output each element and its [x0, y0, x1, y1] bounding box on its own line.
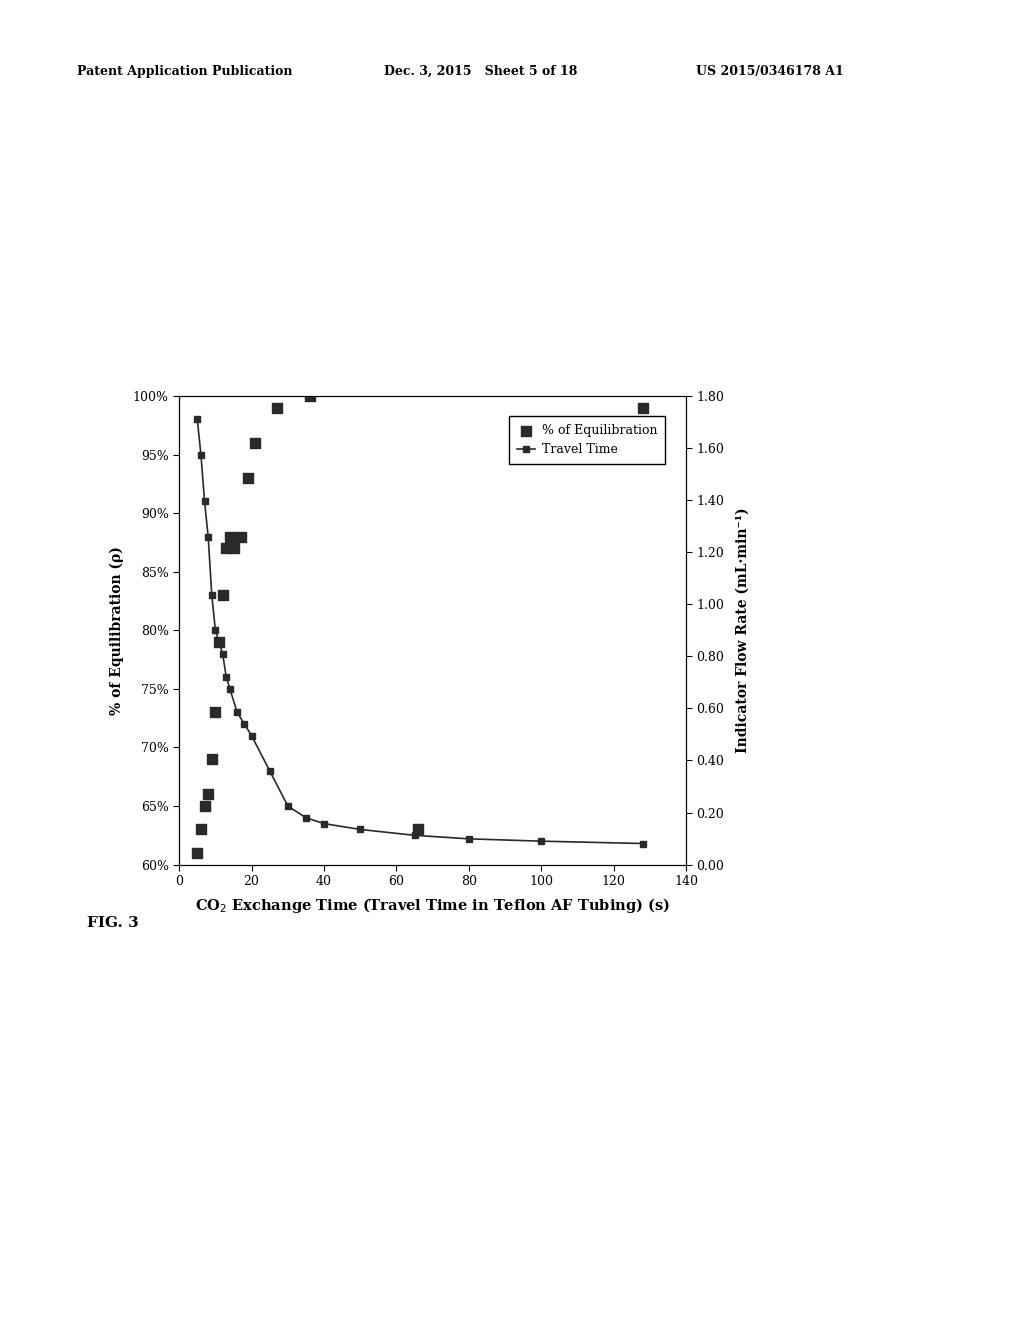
% of Equilibration — [301, 385, 317, 407]
% of Equilibration — [232, 527, 249, 548]
Y-axis label: % of Equilibration (ρ): % of Equilibration (ρ) — [110, 546, 125, 714]
% of Equilibration — [240, 467, 256, 488]
% of Equilibration — [207, 702, 223, 723]
Text: Patent Application Publication: Patent Application Publication — [77, 65, 292, 78]
Line: Travel Time: Travel Time — [195, 417, 645, 846]
Travel Time — [202, 529, 214, 545]
Travel Time — [463, 830, 475, 846]
Travel Time — [216, 645, 228, 661]
% of Equilibration — [635, 397, 651, 418]
% of Equilibration — [204, 748, 220, 770]
Travel Time — [191, 412, 204, 428]
% of Equilibration — [247, 433, 263, 454]
Travel Time — [354, 821, 367, 837]
% of Equilibration — [221, 527, 238, 548]
% of Equilibration — [410, 818, 426, 840]
Travel Time — [409, 828, 421, 843]
% of Equilibration — [193, 818, 209, 840]
% of Equilibration — [200, 784, 216, 805]
Travel Time — [239, 715, 251, 731]
Travel Time — [220, 669, 232, 685]
Travel Time — [231, 705, 244, 721]
% of Equilibration — [189, 842, 206, 863]
Travel Time — [223, 681, 236, 697]
Text: US 2015/0346178 A1: US 2015/0346178 A1 — [696, 65, 844, 78]
Travel Time — [282, 799, 294, 814]
Text: FIG. 3: FIG. 3 — [87, 916, 139, 929]
% of Equilibration — [197, 796, 213, 817]
X-axis label: CO$_2$ Exchange Time (Travel Time in Teflon AF Tubing) (s): CO$_2$ Exchange Time (Travel Time in Tef… — [195, 896, 671, 915]
Travel Time — [637, 836, 649, 851]
Travel Time — [195, 446, 207, 462]
Text: Dec. 3, 2015   Sheet 5 of 18: Dec. 3, 2015 Sheet 5 of 18 — [384, 65, 578, 78]
Travel Time — [246, 727, 258, 743]
Travel Time — [199, 494, 211, 510]
Legend: % of Equilibration, Travel Time: % of Equilibration, Travel Time — [509, 416, 665, 463]
Travel Time — [206, 587, 218, 603]
Travel Time — [300, 809, 312, 826]
Travel Time — [536, 833, 548, 849]
% of Equilibration — [211, 631, 227, 652]
% of Equilibration — [268, 397, 285, 418]
Travel Time — [209, 623, 221, 639]
Travel Time — [317, 816, 330, 832]
% of Equilibration — [214, 585, 230, 606]
% of Equilibration — [225, 537, 242, 558]
Travel Time — [213, 634, 225, 649]
Y-axis label: Indicator Flow Rate (mL·min⁻¹): Indicator Flow Rate (mL·min⁻¹) — [735, 507, 750, 754]
% of Equilibration — [218, 537, 234, 558]
Travel Time — [263, 763, 275, 779]
